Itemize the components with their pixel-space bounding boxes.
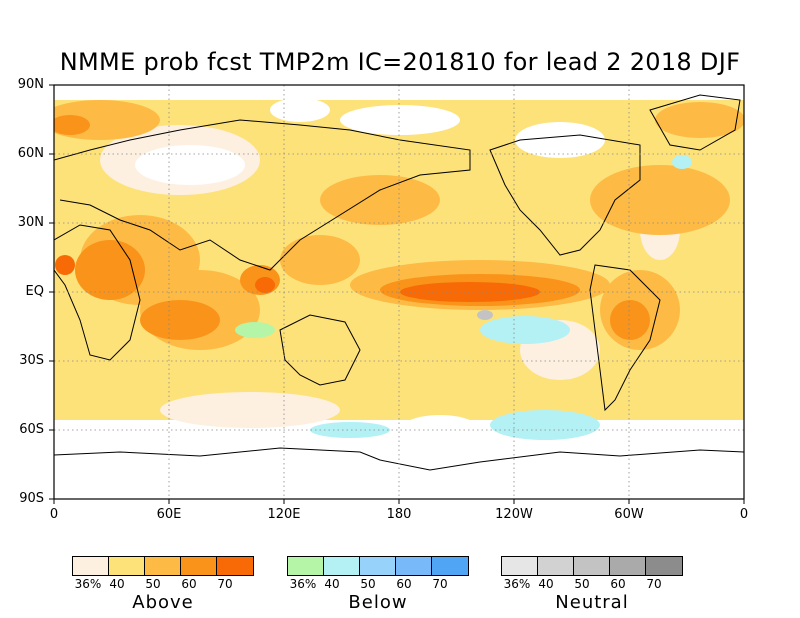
lon-label-60e: 60E: [156, 507, 182, 522]
legend-ticks-below: 36% 40 50 60 70: [287, 576, 469, 592]
lat-label-90s: 90S: [19, 491, 44, 506]
legend-swatch: [360, 557, 396, 575]
legend-swatch: [432, 557, 468, 575]
legend-tick: 50: [574, 577, 590, 591]
legend-swatch: [109, 557, 145, 575]
probability-fill-above-50: [54, 100, 744, 350]
legend-label-below: Below: [348, 592, 408, 613]
map-title: NMME prob fcst TMP2m IC=201810 for lead …: [59, 48, 741, 76]
legend-tick: 50: [145, 577, 161, 591]
probability-fill-below: [235, 155, 692, 440]
lon-label-60w: 60W: [614, 507, 644, 522]
legend-tick: 60: [610, 577, 626, 591]
legend-ticks-neutral: 36% 40 50 60 70: [501, 576, 683, 592]
lat-label-30s: 30S: [19, 353, 44, 368]
axis-ticks: [49, 84, 745, 504]
lat-label-60s: 60S: [19, 422, 44, 437]
gridlines: [54, 85, 744, 499]
legend-tick: 50: [360, 577, 376, 591]
lat-label-90n: 90N: [17, 77, 44, 92]
lon-label-120e: 120E: [267, 507, 301, 522]
legend-swatch: [574, 557, 610, 575]
lat-label-60n: 60N: [17, 146, 44, 161]
legend-ticks-above: 36% 40 50 60 70: [72, 576, 254, 592]
lat-label-30n: 30N: [17, 215, 44, 230]
legend-label-above: Above: [132, 592, 194, 613]
legend-tick: 70: [646, 577, 662, 591]
probability-fill-above-70: [55, 255, 540, 302]
legend-swatch: [502, 557, 538, 575]
legend-tick: 40: [109, 577, 125, 591]
legend-above: 36% 40 50 60 70 Above: [72, 556, 254, 613]
legend-tick: 40: [538, 577, 554, 591]
legend-swatch: [396, 557, 432, 575]
legend-below: 36% 40 50 60 70 Below: [287, 556, 469, 613]
legend-swatches-neutral: [501, 556, 683, 576]
lon-label-120w: 120W: [495, 507, 533, 522]
legend-swatches-above: [72, 556, 254, 576]
legend-swatch: [324, 557, 360, 575]
legend-swatch: [610, 557, 646, 575]
legend-tick: 40: [324, 577, 340, 591]
legend-swatch: [145, 557, 181, 575]
coastlines: [54, 94, 741, 412]
legend-tick: 36%: [503, 577, 531, 591]
legend-tick: 60: [396, 577, 412, 591]
legend-swatch: [217, 557, 253, 575]
legend-tick: 60: [181, 577, 197, 591]
legend-tick: 36%: [289, 577, 317, 591]
legend-swatch: [646, 557, 682, 575]
legend-swatch: [73, 557, 109, 575]
legend-tick: 70: [217, 577, 233, 591]
legend-tick: 70: [432, 577, 448, 591]
lon-label-0-east: 0: [739, 507, 749, 522]
legend-neutral: 36% 40 50 60 70 Neutral: [501, 556, 683, 613]
legend-label-neutral: Neutral: [555, 592, 629, 613]
legend-swatch: [181, 557, 217, 575]
lat-label-eq: EQ: [25, 284, 44, 299]
lon-label-0: 0: [49, 507, 59, 522]
legend-swatch: [538, 557, 574, 575]
lon-label-180: 180: [386, 507, 412, 522]
legend-tick: 36%: [74, 577, 102, 591]
legend-swatches-below: [287, 556, 469, 576]
legend-swatch: [288, 557, 324, 575]
